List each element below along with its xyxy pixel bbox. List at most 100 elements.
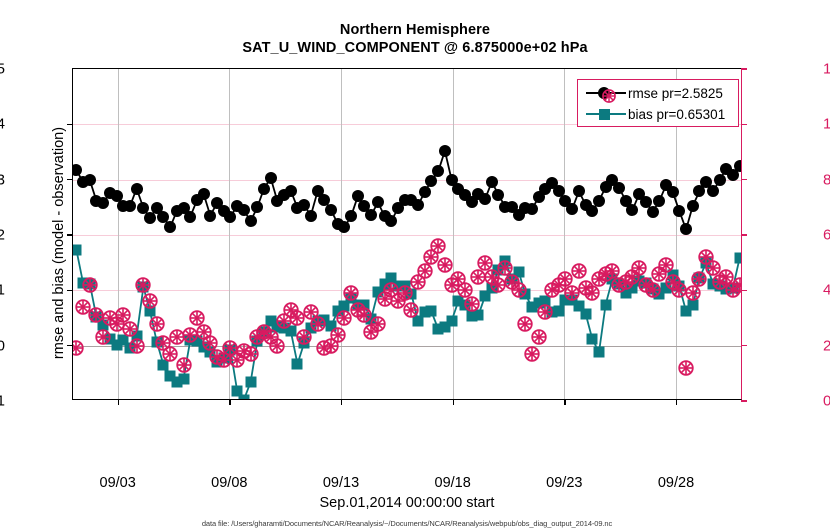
bias-data-point [593,346,605,358]
bias-data-point [559,294,571,306]
bias-data-point [626,282,638,294]
y-tick-mark-left [67,123,73,126]
rmse-data-point [713,174,726,187]
rmse-data-point [726,169,739,182]
asterisk-circle-icon [128,337,145,354]
asterisk-circle-icon [75,299,91,315]
rmse-data-point [224,210,237,223]
asterisk-circle-icon [450,271,466,287]
bias-data-point [131,330,143,342]
rmse-data-point [693,185,706,198]
bias-data-point [439,321,451,333]
asterisk-circle-icon [698,249,714,265]
asterisk-circle-icon [718,268,734,285]
y-tick-label-right: 1200 [823,60,830,78]
rmse-data-point [626,204,639,217]
x-tick-mark [341,399,343,405]
rmse-data-point [572,185,585,198]
asterisk-circle-icon [82,277,98,293]
y-tick-mark-left [67,289,73,292]
bias-data-point [660,282,672,294]
x-tick-mark [452,399,455,405]
rmse-data-point [123,200,136,213]
bias-data-point [157,359,169,371]
x-tick-mark [676,399,678,405]
bias-data-point [332,305,344,317]
asterisk-circle-icon [336,310,353,326]
rmse-data-point [197,188,210,201]
asterisk-circle-icon [644,282,661,299]
rmse-data-point [351,190,364,203]
asterisk-circle-icon [564,285,580,301]
bias-data-point [580,308,592,320]
y-tick-label-left: 5 [0,60,5,78]
asterisk-circle-icon [135,277,152,293]
rmse-data-point [385,215,398,228]
bias-data-point [231,385,243,397]
asterisk-circle-icon [162,346,178,362]
bias-data-point [285,325,297,337]
y-tick-label-right: 1000 [823,115,830,133]
horizontal-gridline [73,179,741,181]
bias-data-point [600,299,612,311]
rmse-data-point [97,196,110,209]
asterisk-circle-icon [524,346,540,362]
asterisk-circle-icon [296,329,312,346]
bias-data-point [533,297,545,308]
x-tick-label: 09/03 [99,475,136,491]
vertical-gridline [117,69,119,399]
rmse-data-point [686,199,699,212]
legend-label-bias: bias pr=0.65301 [628,106,726,122]
rmse-data-point [492,188,505,201]
rmse-data-point [566,202,579,215]
y-tick-mark-right [741,234,747,236]
bias-data-point [97,319,109,331]
bias-data-point [553,305,565,317]
rmse-data-point [110,190,123,203]
asterisk-circle-icon [517,315,533,332]
y-tick-mark-left [67,234,73,236]
rmse-data-point [733,159,741,172]
rmse-data-point [73,164,83,177]
rmse-data-point [324,203,337,216]
bias-data-point [680,305,692,317]
y-tick-label-left: 0 [0,337,5,355]
horizontal-gridline [73,124,741,126]
bias-data-point [305,322,317,334]
y-tick-label-left: 3 [0,171,5,189]
asterisk-circle-icon [584,285,600,301]
asterisk-circle-icon [202,335,219,351]
rmse-data-point [244,215,257,228]
bias-data-point [412,315,424,327]
legend-marker-bias [584,105,628,123]
x-tick-label: 09/08 [211,475,248,491]
rmse-data-point [485,175,498,188]
bias-data-point [452,295,464,307]
asterisk-circle-icon [604,263,621,279]
y-tick-mark-right [741,178,747,181]
asterisk-circle-icon [417,263,433,279]
asterisk-circle-icon [658,257,674,274]
asterisk-circle-icon [602,89,616,103]
asterisk-circle-icon [557,271,574,287]
y-tick-mark-right [741,400,747,402]
asterisk-circle-icon [631,260,647,276]
rmse-data-point [345,210,358,223]
bias-data-point [392,280,404,292]
bias-data-point [191,335,203,347]
bias-data-point [271,321,283,333]
rmse-data-point [318,193,331,206]
asterisk-circle-icon [323,337,339,354]
bias-data-point [291,358,303,370]
x-tick-mark [117,399,120,405]
bias-data-point [573,300,585,312]
vertical-gridline [564,69,566,399]
y-tick-mark-right [741,289,747,292]
x-tick-label: 09/28 [657,475,695,491]
chart-legend: rmse pr=2.5825 bias pr=0.65301 [577,79,739,127]
rmse-data-point [666,185,679,198]
asterisk-circle-icon [497,260,513,276]
bias-data-point [446,315,458,327]
asterisk-circle-icon [189,310,205,326]
asterisk-circle-icon [537,304,554,321]
